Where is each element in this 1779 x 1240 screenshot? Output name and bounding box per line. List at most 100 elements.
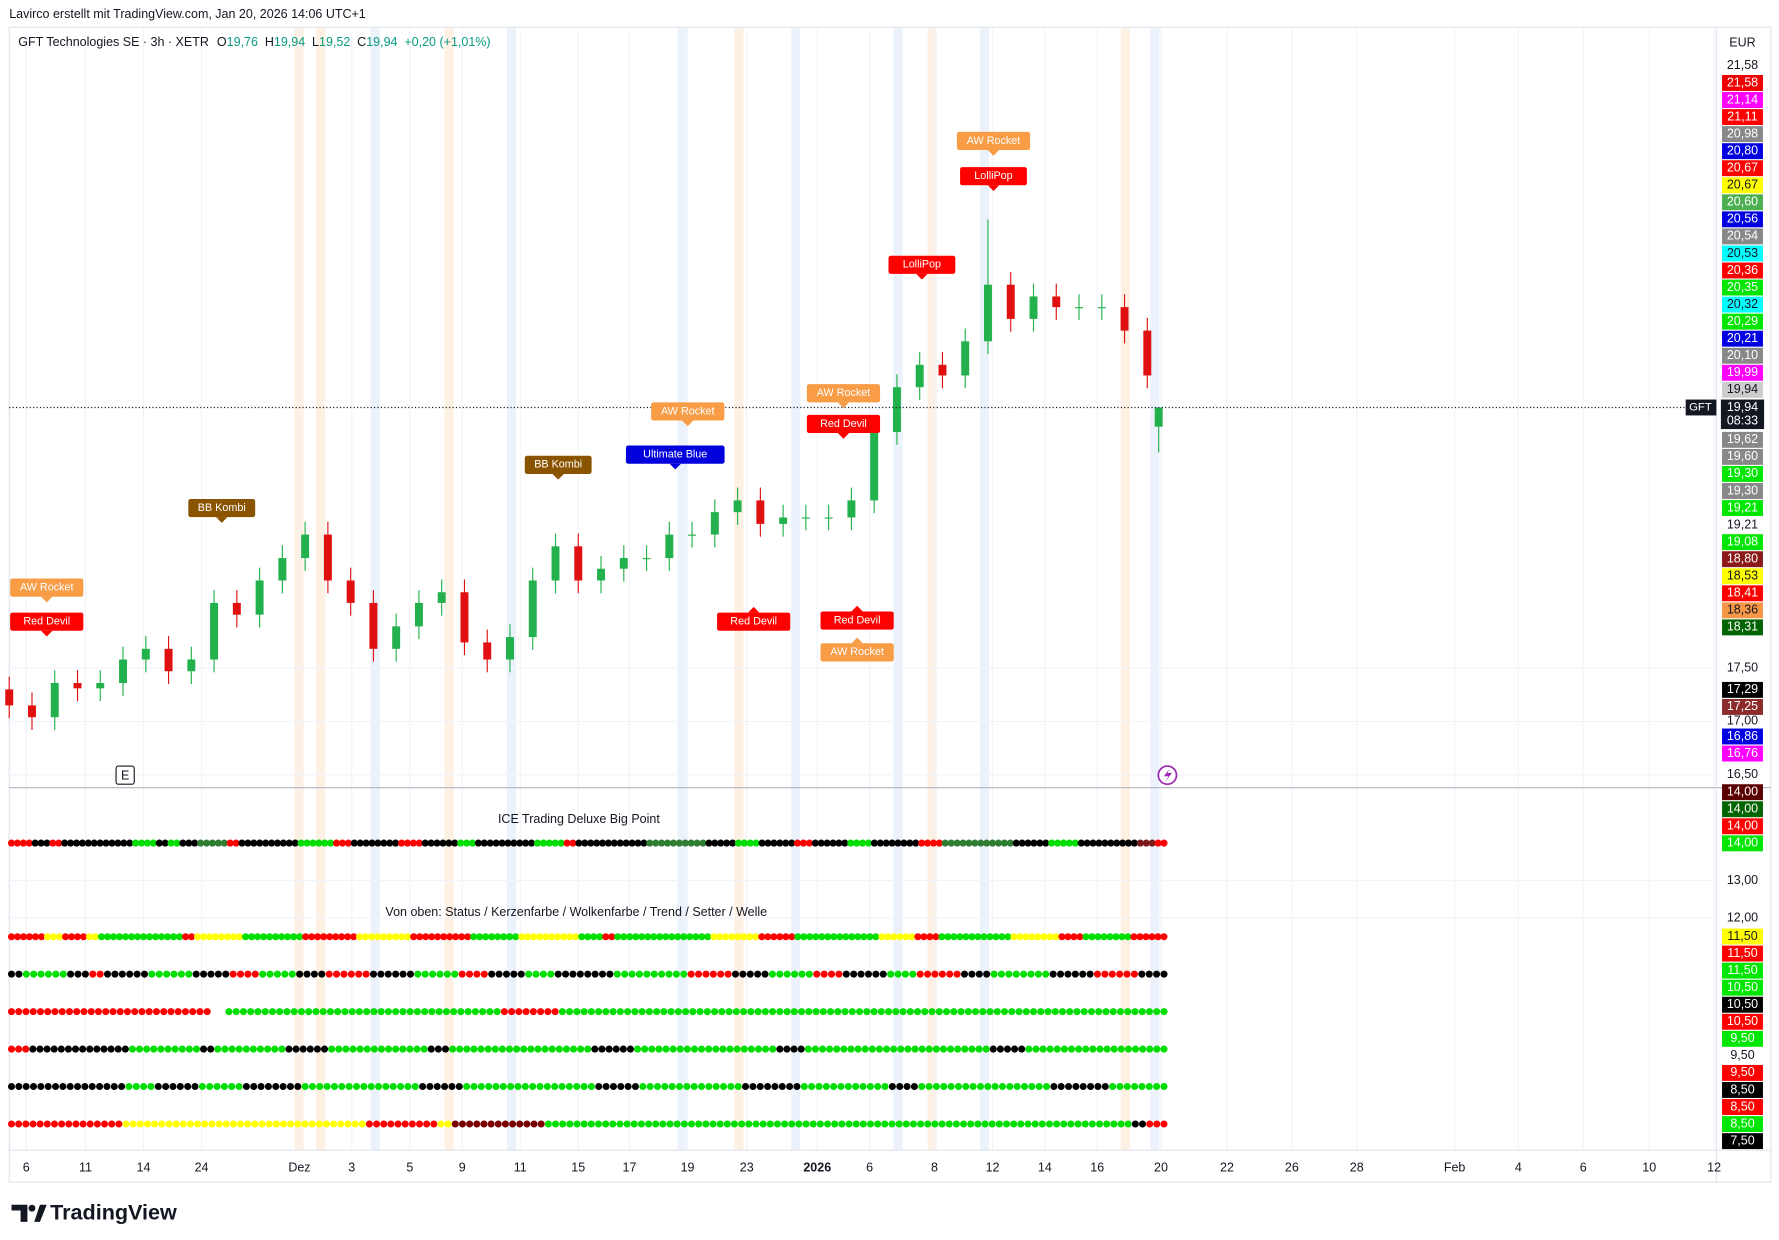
status-dot bbox=[712, 1045, 720, 1053]
status-dot bbox=[634, 1045, 642, 1053]
status-dot bbox=[1035, 1083, 1043, 1091]
status-dot bbox=[740, 839, 748, 847]
status-dot bbox=[58, 1008, 66, 1016]
status-dot bbox=[386, 839, 394, 847]
status-dot bbox=[1044, 1008, 1052, 1016]
status-dot bbox=[525, 970, 533, 978]
status-dot bbox=[29, 1083, 38, 1091]
status-dot bbox=[226, 839, 234, 847]
axis-label: 20,56 bbox=[1727, 212, 1758, 226]
status-dot bbox=[157, 1045, 165, 1053]
candle-body bbox=[574, 546, 583, 581]
status-dot bbox=[622, 839, 630, 847]
status-dot bbox=[384, 970, 392, 978]
status-dot bbox=[1153, 1083, 1161, 1091]
status-dot bbox=[268, 839, 276, 847]
status-dot bbox=[854, 1045, 862, 1053]
status-dot bbox=[110, 1083, 118, 1091]
status-dot bbox=[1124, 839, 1133, 847]
status-dot bbox=[1082, 1045, 1090, 1053]
status-dot bbox=[492, 1083, 500, 1091]
status-dot bbox=[198, 1083, 206, 1091]
status-dot bbox=[602, 1083, 610, 1091]
candle-body bbox=[369, 602, 378, 649]
status-dot bbox=[824, 933, 832, 941]
status-dot bbox=[631, 1083, 639, 1091]
status-dot bbox=[242, 1045, 250, 1053]
status-dot bbox=[572, 933, 580, 941]
status-dot bbox=[477, 1083, 485, 1091]
status-dot bbox=[464, 933, 472, 941]
status-dot bbox=[387, 1120, 395, 1128]
status-dot bbox=[1138, 1083, 1146, 1091]
axis-label-box bbox=[1722, 92, 1763, 108]
status-dot bbox=[781, 1120, 789, 1128]
status-dot bbox=[580, 1083, 588, 1091]
status-dot bbox=[598, 970, 607, 978]
status-dot bbox=[1076, 933, 1084, 941]
status-dot bbox=[1074, 1120, 1082, 1128]
status-dot bbox=[420, 1045, 428, 1053]
logo-mark bbox=[11, 1204, 28, 1222]
status-dot bbox=[980, 933, 988, 941]
status-dot bbox=[924, 839, 932, 847]
status-dot bbox=[797, 1045, 805, 1053]
status-dot bbox=[921, 1008, 929, 1016]
status-dot bbox=[626, 933, 634, 941]
x-tick-label: Feb bbox=[1444, 1161, 1466, 1175]
x-tick-label: 11 bbox=[79, 1161, 92, 1175]
status-dot bbox=[285, 1045, 293, 1053]
status-dot bbox=[1067, 1120, 1075, 1128]
status-dot bbox=[65, 1120, 73, 1128]
signal-label-box bbox=[806, 414, 881, 434]
signal-label-box bbox=[625, 445, 725, 464]
earnings-marker[interactable]: E bbox=[121, 769, 129, 783]
legend: GFT Technologies SE · 3h · XETR O19,76 H… bbox=[18, 35, 490, 49]
axis-label: 19,60 bbox=[1727, 449, 1758, 463]
status-dot bbox=[882, 839, 890, 847]
status-dot bbox=[689, 1008, 697, 1016]
status-dot bbox=[334, 1008, 342, 1016]
status-dot bbox=[947, 1083, 955, 1091]
axis-label-box bbox=[1722, 568, 1763, 585]
status-dot bbox=[206, 1083, 214, 1091]
status-dot bbox=[924, 1120, 932, 1128]
candle-body bbox=[414, 602, 423, 627]
status-dot bbox=[532, 970, 540, 978]
status-dot bbox=[43, 839, 51, 847]
status-dot bbox=[662, 933, 670, 941]
status-dot bbox=[650, 933, 658, 941]
status-dot bbox=[191, 1083, 199, 1091]
candle-body bbox=[710, 512, 719, 535]
axis-label-box bbox=[1722, 1013, 1763, 1030]
status-dot bbox=[917, 1120, 925, 1128]
signal-label-box bbox=[10, 612, 84, 631]
status-dot bbox=[84, 839, 92, 847]
status-dot bbox=[616, 839, 624, 847]
status-dot bbox=[1113, 839, 1121, 847]
status-dot bbox=[866, 933, 874, 941]
status-dot bbox=[1110, 1045, 1118, 1053]
status-dot bbox=[1154, 933, 1162, 941]
status-dot bbox=[918, 839, 926, 847]
status-dot bbox=[827, 1008, 835, 1016]
status-dot bbox=[1153, 1120, 1161, 1128]
signal-label: LolliPop bbox=[974, 170, 1012, 182]
candle-body bbox=[141, 648, 150, 660]
x-tick-label: 14 bbox=[137, 1161, 151, 1175]
frame bbox=[8, 26, 1772, 1183]
axis-label: 8,50 bbox=[1730, 1116, 1754, 1130]
status-dot bbox=[487, 1120, 495, 1128]
status-dot bbox=[332, 933, 340, 941]
status-dot bbox=[904, 1045, 912, 1053]
status-dot bbox=[297, 839, 305, 847]
signal-label: LolliPop bbox=[903, 259, 941, 271]
status-dot bbox=[176, 933, 184, 941]
status-dot bbox=[658, 970, 666, 978]
status-dot bbox=[812, 933, 820, 941]
earnings-box[interactable] bbox=[115, 765, 135, 785]
status-dot bbox=[798, 970, 806, 978]
candle-body bbox=[847, 500, 856, 518]
status-dot bbox=[137, 839, 146, 847]
status-dot bbox=[925, 1045, 933, 1053]
